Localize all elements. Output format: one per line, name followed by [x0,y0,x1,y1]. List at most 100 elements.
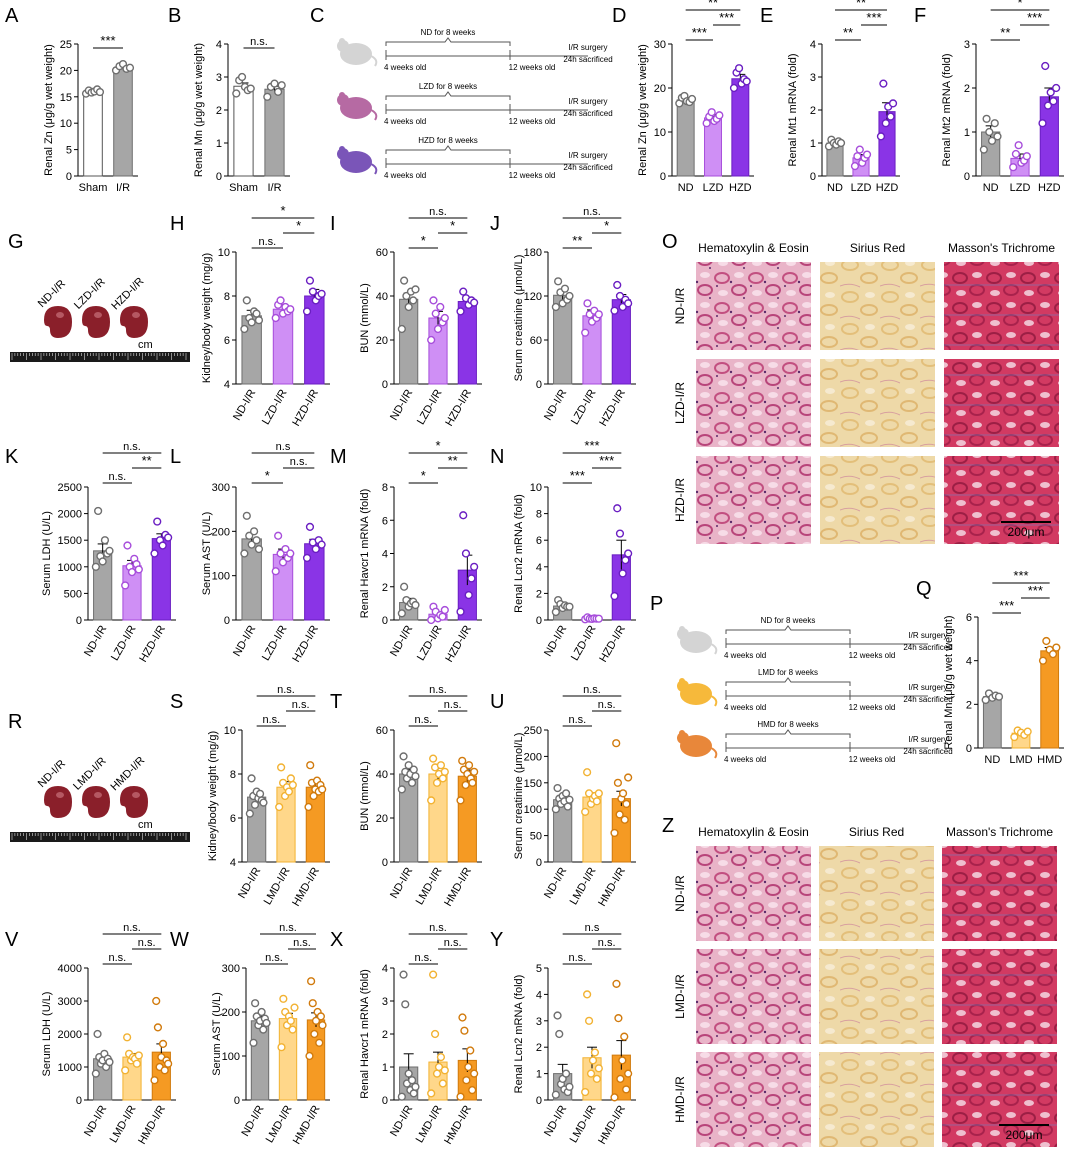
data-point [715,111,724,120]
data-point [610,591,619,601]
data-point [433,324,443,334]
x-tick-label: ND-I/R [231,387,258,422]
data-point [742,77,751,86]
y-tick-label: 3 [536,1016,542,1028]
data-point [456,1092,465,1101]
data-point [1023,727,1032,736]
y-tick-label: 0 [966,743,972,755]
data-point [249,527,259,536]
data-point [464,761,474,770]
data-point [440,767,449,776]
x-tick-label: HZD-I/R [443,387,474,428]
y-tick-label: 150 [524,778,542,790]
micrograph [820,262,935,350]
sig-label: n.s. [598,937,616,949]
data-point [613,778,623,787]
panel-label: J [490,213,500,235]
start-age: 4 weeks old [384,117,426,126]
data-point [620,1032,629,1041]
data-point [438,612,447,621]
panel-label: E [760,5,773,27]
data-point [254,316,264,325]
sig-label: n.s. [293,937,311,949]
data-point [836,138,846,148]
kidney-highlight [56,792,64,798]
y-axis-label: Renal Mn (μg/g wet weight) [943,615,955,749]
data-point [429,754,438,763]
data-point [464,590,473,600]
sig-label: *** [999,598,1014,613]
data-point [434,1062,444,1072]
schematic-C: C ND for 8 weeks 4 weeks old 12 weeks old I/… [310,5,613,180]
bar [428,773,448,863]
y-tick-label: 6 [224,335,230,347]
brace [385,145,511,154]
panel-label: Y [490,929,503,951]
y-tick-label: 20 [376,813,388,825]
kidney [120,306,148,338]
chart-K: K 0 500 1000 1500 2000 2500 Serum LDH (U/L) ND-I… [5,441,176,664]
y-axis-label: Renal Mt2 mRNA (fold) [941,53,953,166]
micrograph [819,1052,934,1147]
panel-label: I [330,213,336,235]
x-tick-label: HZD-I/R [443,623,474,664]
y-tick-label: 10 [530,482,542,494]
data-point [94,506,103,516]
y-tick-label: 200 [222,1007,240,1019]
bar [399,298,419,385]
sacrifice-label: 24h sacrificed [903,747,952,756]
sacrifice-label: 24h sacrificed [563,109,612,118]
data-point [588,1056,598,1065]
y-tick-label: 5 [536,963,542,975]
kidney [82,306,110,338]
sig-label: * [450,218,455,233]
data-point [1014,141,1023,150]
y-tick-label: 1500 [58,535,82,547]
micrograph [944,359,1059,447]
y-axis-label: Serum creatinine (μmol/L) [513,255,525,382]
y-tick-label: 1 [216,138,222,150]
sig-label: * [421,468,426,483]
data-point [123,1033,132,1042]
chart-B: B 0 1 2 3 4 Renal Mn (μg/g wet weight) Sham I/R n… [168,5,290,194]
y-tick-label: 0 [234,1095,240,1107]
start-age: 4 weeks old [724,703,766,712]
y-tick-label: 3 [964,39,970,51]
data-point [613,280,622,290]
data-point [461,549,471,558]
data-point [134,1051,143,1060]
data-point [121,1066,130,1075]
data-point [277,81,286,90]
data-point [610,306,619,315]
data-point [613,504,622,513]
y-tick-label: 4 [810,39,816,51]
y-tick-label: 4 [216,39,222,51]
y-axis-label: Serum LDH (U/L) [41,992,53,1077]
data-point [886,112,895,121]
sig-label: ** [843,25,853,40]
data-point [95,87,105,97]
data-point [401,1000,410,1009]
panel-label: Z [662,815,674,837]
y-tick-label: 100 [212,571,230,583]
data-point [438,1079,447,1088]
row-label: HZD-I/R [673,478,687,522]
x-tick-label: ND-I/R [388,623,415,658]
micrograph [942,949,1057,1044]
y-tick-label: 3 [216,72,222,84]
data-point [105,1057,114,1067]
panel-label: X [330,929,343,951]
data-point [436,302,445,312]
data-point [93,1029,102,1039]
sig-label: n.s. [277,684,295,696]
data-point [1022,152,1031,161]
data-point [563,802,572,811]
y-tick-label: 8 [224,291,230,303]
data-point [436,761,446,770]
data-point [240,324,249,334]
ruler-unit: cm [138,819,153,831]
sig-label: ** [708,0,718,10]
x-tick-label: LZD [703,182,724,194]
data-point [1038,656,1048,665]
sig-label: *** [719,10,734,25]
